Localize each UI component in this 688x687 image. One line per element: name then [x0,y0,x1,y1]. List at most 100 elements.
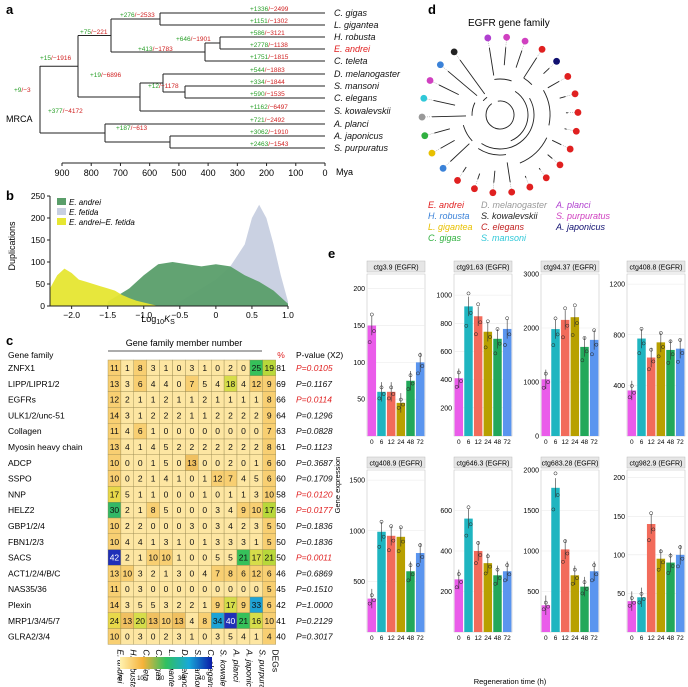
taxon-label: D. melanogaster [334,69,401,79]
expression-x-tick: 48 [407,439,415,446]
gene-tip-dot [420,94,428,102]
heatmap-cell-value: 4 [138,537,143,547]
pvalue-header: P-value (X2) [296,350,343,360]
heatmap-cell-value: 0 [189,584,194,594]
heatmap-cell-value: 1 [151,458,156,468]
gene-tree-branch [432,115,467,118]
heatmap-cell-value: 2 [189,442,194,452]
heatmap-cell-value: 2 [164,410,169,420]
taxon-label: H. robusta [334,32,376,42]
subplot-title: ctg683.28 (EGFR) [542,461,599,468]
expression-y-tick: 200 [613,475,625,482]
expression-bar [551,487,560,632]
gene-legend-item: S. kowalevskii [481,211,539,221]
heatmap-cell-value: 1 [228,395,233,405]
p-value: P=0.0114 [296,395,332,405]
expression-y-tick: 150 [613,514,625,521]
heatmap-cell-value: 2 [164,632,169,642]
expression-x-tick: 12 [475,635,483,642]
expression-x-tick: 24 [397,635,405,642]
heatmap-cell-value: 0 [189,474,194,484]
p-value: P=0.0120 [296,489,333,499]
heatmap-cell-value: 34 [213,616,223,626]
heatmap-cell-value: 0 [177,458,182,468]
heatmap-cell-value: 9 [241,600,246,610]
expression-x-tick: 12 [648,439,656,446]
expression-x-tick: 0 [457,439,461,446]
heatmap-cell-value: 9 [267,379,272,389]
heatmap-cell-value: 0 [254,584,259,594]
expression-bar [675,348,685,436]
gene-tip-dot [439,164,447,172]
expression-x-tick: 0 [370,439,374,446]
heatmap-cell-value: 1 [138,505,143,515]
heatmap-cell-value: 21 [239,553,249,563]
heatmap-cell-value: 5 [151,600,156,610]
heatmap-cell-value: 6 [241,568,246,578]
gene-tree-branch [447,70,478,97]
pct-value: 66 [276,395,286,405]
y-tick-label: 100 [31,257,45,267]
gene-family-label: ZNFX1 [8,363,35,373]
expression-bar [502,328,512,436]
species-tree-labels: C. gigas L. gigantea H. robusta E. andrei C.… [6,6,401,153]
expression-x-tick: 6 [640,439,644,446]
heatmap-cell-value: 6 [267,600,272,610]
legend-swatch [57,198,66,205]
pct-value: 64 [276,410,286,420]
expression-bar [580,586,589,632]
heatmap-cell-value: 1 [254,458,259,468]
tip-gain-loss: +721/−2492 [250,117,285,124]
mrca-label: MRCA [6,114,33,124]
expression-bar [473,551,483,632]
heatmap-cell-value: 11 [110,363,119,373]
expression-y-tick: 200 [440,589,452,596]
heatmap-cell-value: 0 [177,489,182,499]
heatmap-cell-value: 2 [228,458,233,468]
time-tick-label: 700 [113,168,128,178]
heatmap-cell-value: 5 [228,553,233,563]
heatmap-cell-value: 14 [110,410,120,420]
y-tick-label: 250 [31,191,45,201]
gene-tip-dot [553,57,560,65]
expression-y-tick: 400 [613,383,625,390]
expression-bar [396,402,406,436]
taxon-label: E. andrei [334,44,371,54]
expression-x-tick: 48 [581,439,589,446]
expression-bar [656,342,666,436]
heatmap-cell-value: 0 [177,363,182,373]
heatmap-cell-value: 0 [254,426,259,436]
heatmap-cell-value: 10 [161,553,171,563]
expression-bar [454,378,464,436]
heatmap-cell-value: 2 [241,442,246,452]
expression-x-tick: 72 [504,635,512,642]
expression-bar [377,391,386,436]
heatmap-cell-value: 2 [177,442,182,452]
heatmap-cell-value: 0 [189,426,194,436]
gene-tree-branch [506,162,511,183]
expression-y-tick: 800 [613,332,625,339]
heatmap-cell-value: 1 [215,395,220,405]
x-tick-label: −0.5 [171,310,188,320]
expression-bar [367,598,377,632]
row-header-gene-family: Gene family [8,350,54,360]
heatmap-cell-value: 1 [228,489,233,499]
scale-tick-label: 30 [178,676,185,682]
heatmap-cell-value: 2 [164,395,169,405]
expression-x-tick: 0 [544,635,548,642]
heatmap-cell-value: 2 [241,410,246,420]
scale-tick-label: 0 [118,676,122,682]
heatmap-cell-value: 2 [254,410,259,420]
heatmap-cell-value: 10 [265,616,275,626]
expression-y-tick: 100 [613,552,625,559]
expression-x-tick: 12 [562,635,570,642]
pct-value: 42 [276,600,286,610]
expression-x-tick: 48 [494,635,502,642]
tip-gain-loss: +3062/−1910 [250,129,289,136]
heatmap-cell-value: 0 [177,426,182,436]
x-tick-label: 0.5 [246,310,258,320]
gene-tree-branch [438,84,459,96]
histogram-series [50,268,159,306]
heatmap-cell-value: 1 [125,363,130,373]
